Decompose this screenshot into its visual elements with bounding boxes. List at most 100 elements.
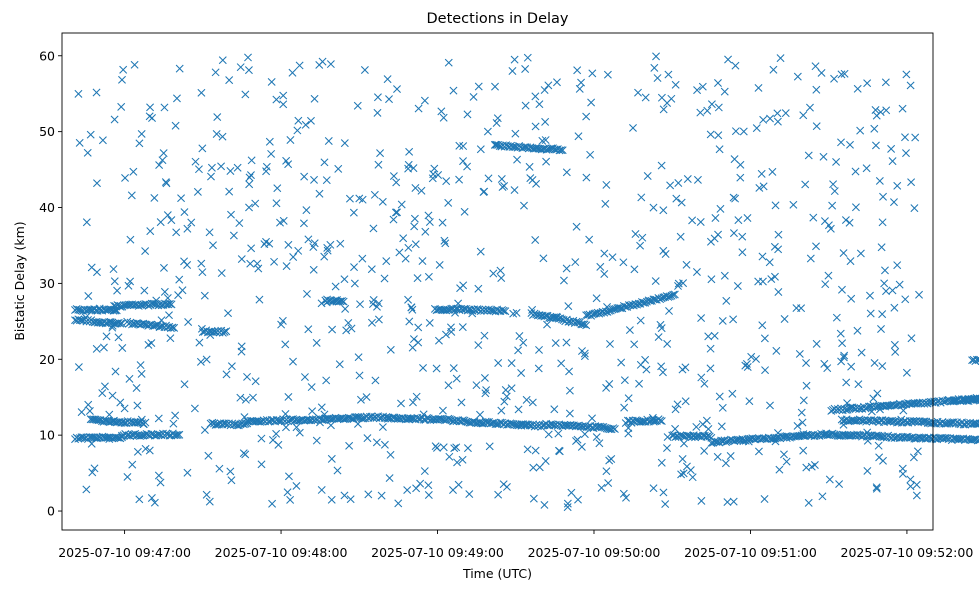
detection-marker [412,484,421,493]
detection-marker [403,486,412,495]
detection-marker [643,172,652,180]
detection-marker [93,415,102,424]
detection-marker [160,103,169,112]
detection-marker [257,460,266,469]
detection-marker [180,380,189,389]
detection-marker [700,446,709,455]
detection-marker [622,493,630,502]
detection-marker [703,106,712,115]
detection-marker [150,498,159,507]
detection-marker [180,208,189,217]
detection-marker [116,319,125,328]
detection-marker [893,181,902,190]
detection-marker [442,306,451,315]
detection-marker [442,177,451,186]
detection-marker [804,151,813,160]
detection-marker [167,300,176,309]
detection-marker [636,241,645,250]
detection-marker [758,321,767,330]
detection-marker [600,249,609,258]
detection-marker [484,174,493,183]
detection-marker [251,199,260,208]
detection-marker [519,143,528,152]
detection-marker [731,127,740,136]
detection-marker [506,419,515,428]
detection-marker [877,325,885,333]
detection-marker [408,305,417,314]
detection-marker [369,414,378,422]
detection-marker [172,94,181,103]
detection-marker [101,306,110,315]
detection-marker [245,180,254,189]
detection-marker [118,319,126,328]
detection-marker [507,384,516,393]
detection-marker [663,433,672,442]
detection-marker [721,459,730,468]
detection-marker [357,414,366,423]
detection-marker [522,395,531,404]
detection-marker [312,436,321,445]
detection-marker [102,332,111,341]
detection-marker [213,113,222,122]
detection-marker [449,86,458,95]
detection-marker [224,309,233,318]
detection-marker [912,480,921,489]
detection-marker [141,418,150,427]
detection-marker [836,329,845,338]
detection-marker [373,93,382,102]
detection-marker [607,455,616,463]
detection-marker [438,406,447,415]
detection-marker [98,136,107,145]
detection-marker [741,361,750,370]
y-tick-label: 0 [47,504,55,519]
detection-marker [344,318,353,327]
detection-marker [898,464,907,473]
detection-marker [154,430,163,439]
detection-marker [382,257,391,266]
detection-marker [302,206,311,215]
detection-marker [602,180,611,189]
detection-marker [872,484,881,493]
detection-marker [824,271,833,280]
x-tick-label: 2025-07-10 09:47:00 [58,545,191,560]
detection-marker [512,421,521,430]
detection-marker [664,70,673,79]
detection-marker [604,479,613,488]
detection-marker [125,374,134,383]
detection-marker [411,184,420,192]
detection-marker [404,295,413,304]
detection-marker [688,473,697,482]
detection-marker [812,339,821,348]
detection-marker [696,108,705,117]
detection-marker [809,213,818,222]
detection-marker [277,320,286,329]
detection-marker [489,269,498,278]
detection-marker [92,88,101,97]
detection-marker [494,490,503,499]
detection-marker [333,466,342,475]
detection-marker [444,381,453,390]
detection-marker [136,300,145,309]
detection-marker [135,418,143,427]
detection-marker [336,239,345,248]
detection-marker [288,68,297,77]
detection-marker [641,93,650,102]
detection-marker [371,376,380,385]
detection-marker [714,230,723,239]
detection-marker [368,300,377,309]
detection-marker [282,262,291,271]
detection-marker [674,179,683,187]
detection-marker [687,433,696,442]
detection-marker [637,193,646,202]
detection-marker [557,146,566,155]
detection-marker [262,162,271,171]
detection-marker [485,442,494,451]
detection-marker [283,488,292,497]
detection-marker [267,149,276,158]
detection-marker [449,364,458,373]
detection-marker [444,58,453,67]
detection-marker [700,379,709,388]
detection-marker [729,315,738,324]
detection-marker [707,275,716,284]
detection-marker [760,334,769,343]
